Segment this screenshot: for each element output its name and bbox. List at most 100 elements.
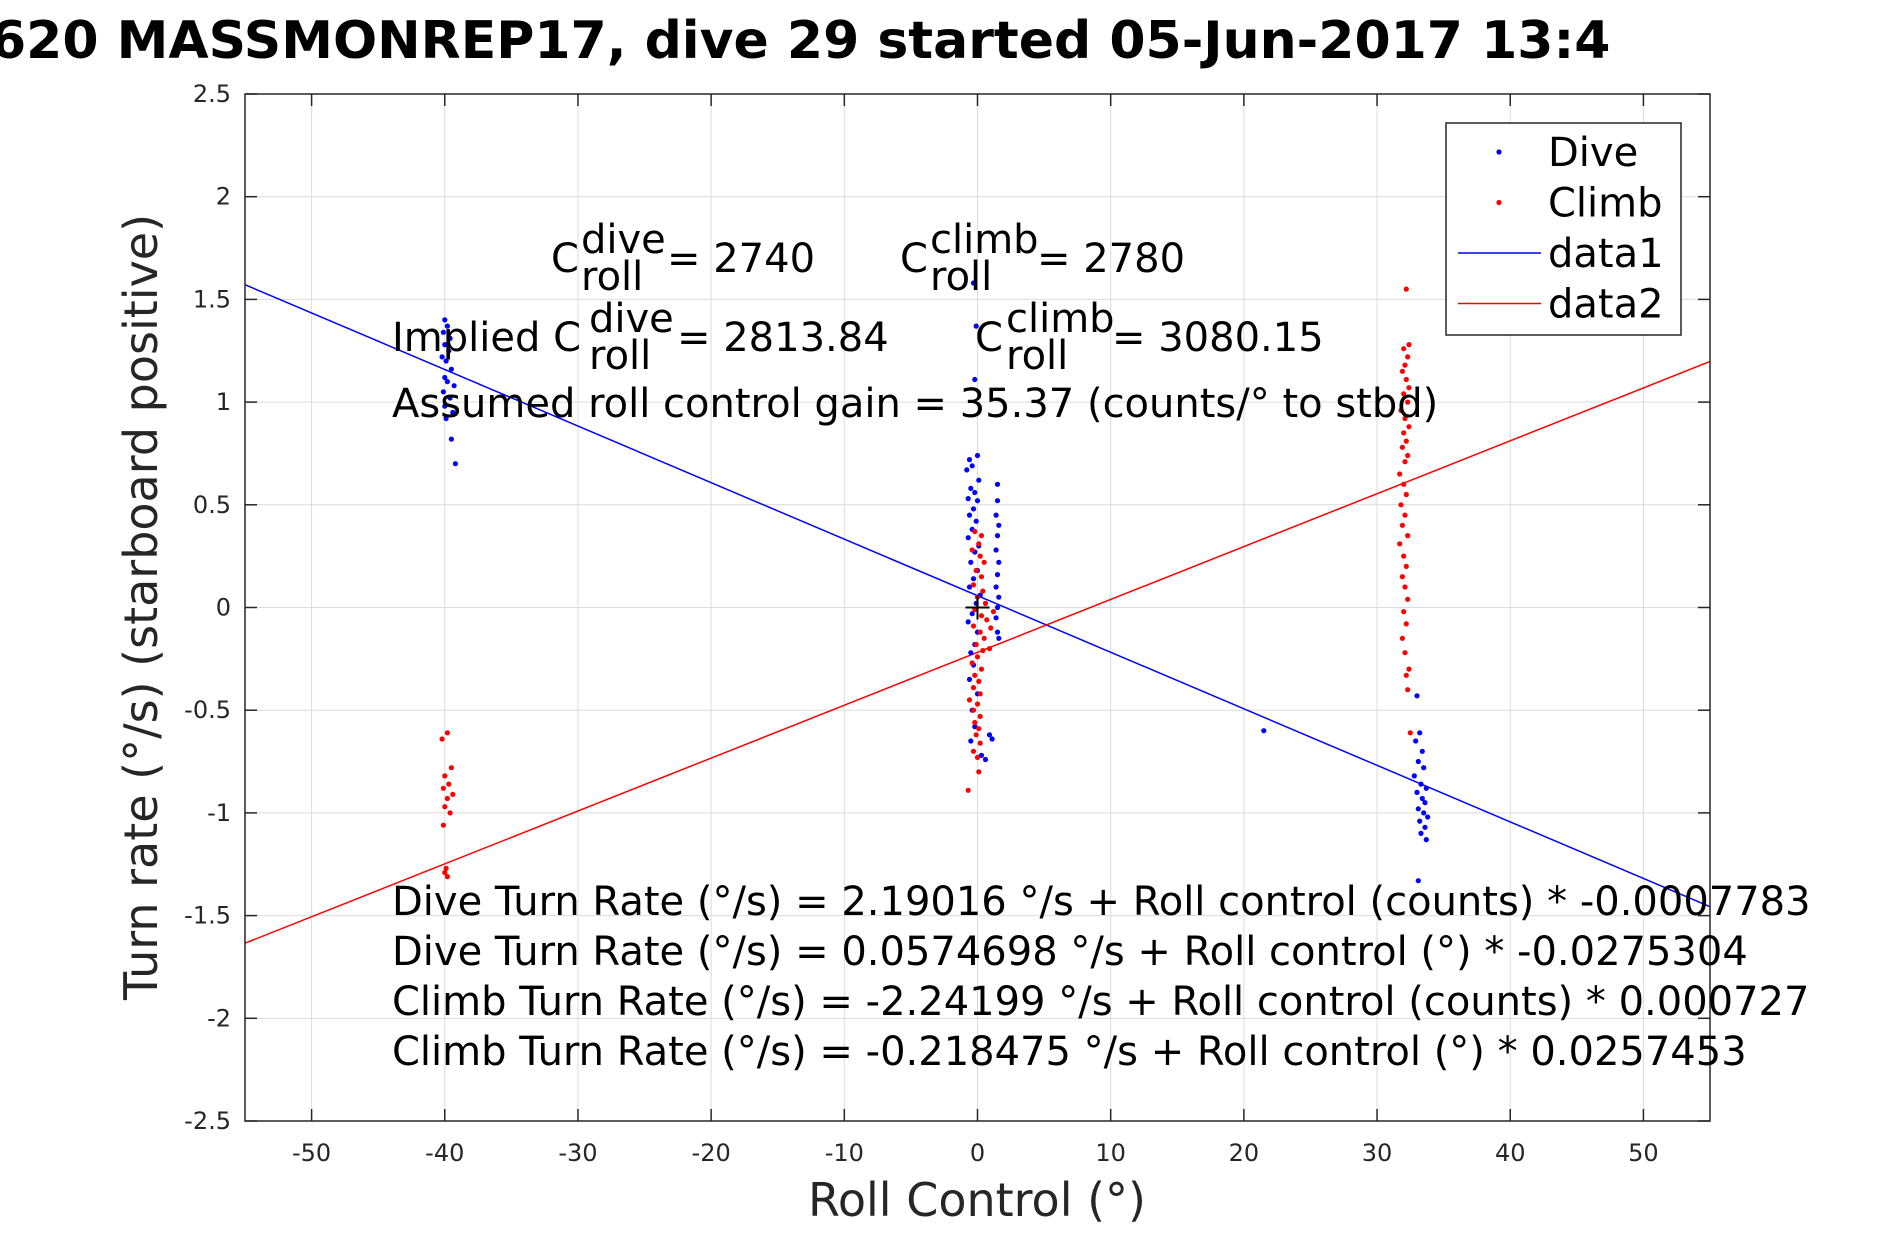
dive-point — [1414, 693, 1420, 699]
y-tick-label: 2.5 — [193, 80, 231, 108]
x-tick-label: -30 — [558, 1139, 597, 1167]
climb-point — [978, 666, 985, 672]
dive-point — [972, 376, 978, 383]
dive-point — [1421, 810, 1427, 816]
climb-point — [443, 865, 449, 872]
series-line-data2 — [245, 360, 1710, 944]
dive-point — [1411, 773, 1417, 779]
implied-climb-sub: roll — [1006, 333, 1068, 379]
climb-point — [1399, 635, 1405, 641]
climb-point — [974, 654, 981, 660]
c-climb-value: = 2780 — [1037, 236, 1185, 282]
dive-point — [996, 594, 1002, 600]
fit-line-1: Dive Turn Rate (°/s) = 2.19016 °/s + Rol… — [392, 879, 1811, 925]
dive-point — [442, 374, 448, 381]
implied-dive-sub: roll — [589, 333, 651, 379]
dive-point — [1423, 785, 1429, 791]
dive-point — [974, 498, 981, 504]
x-tick-labels: -50 -40 -30 -20 -10 0 10 20 30 40 50 — [292, 1139, 1659, 1167]
climb-point — [978, 613, 985, 619]
climb-point — [442, 804, 448, 810]
climb-point — [1405, 452, 1411, 459]
y-tick-label: 1 — [216, 388, 231, 416]
dive-point — [442, 317, 448, 323]
dive-point — [447, 395, 453, 401]
dive-point — [993, 512, 999, 518]
dive-point — [443, 415, 449, 422]
dive-point — [444, 379, 450, 385]
c-dive-base: C — [551, 236, 579, 282]
dive-point — [1415, 806, 1421, 812]
dive-point — [966, 512, 973, 518]
climb-point — [440, 785, 446, 791]
implied-climb-base: C — [975, 315, 1003, 361]
x-tick-label: 50 — [1628, 1139, 1659, 1167]
y-tick-label: 0.5 — [193, 491, 231, 519]
climb-point — [980, 648, 986, 654]
c-climb-sup: climb — [930, 217, 1039, 263]
dive-point — [970, 280, 977, 286]
dive-point — [994, 572, 1001, 578]
climb-point — [969, 547, 975, 553]
legend-marker-climb — [1496, 199, 1502, 206]
fit-line-2: Dive Turn Rate (°/s) = 0.0574698 °/s + R… — [392, 929, 1748, 975]
dive-point — [982, 756, 989, 763]
y-tick-label: 2 — [216, 183, 231, 211]
dive-point — [993, 584, 999, 590]
dive-point — [968, 559, 974, 565]
c-climb-sub: roll — [930, 254, 992, 300]
climb-point — [1406, 666, 1412, 672]
implied-dive-value: = 2813.84 — [677, 315, 889, 361]
y-tick-labels: -2.5 -2 -1.5 -1 -0.5 0 0.5 1 1.5 2 2.5 — [184, 80, 231, 1135]
dive-point — [966, 457, 973, 463]
climb-point — [973, 732, 979, 738]
dive-point — [965, 535, 971, 541]
climb-point — [980, 588, 986, 594]
c-dive-value: = 2740 — [667, 236, 815, 282]
dive-point — [1417, 818, 1423, 824]
c-climb-base: C — [900, 236, 928, 282]
dive-point — [451, 383, 457, 389]
dive-point — [978, 752, 985, 759]
climb-point — [973, 567, 979, 574]
climb-point — [1399, 574, 1405, 580]
y-tick-label: -0.5 — [184, 696, 231, 724]
dive-point — [973, 518, 979, 524]
center-marker — [965, 595, 990, 620]
y-tick-label: -2 — [207, 1004, 231, 1032]
climb-point — [440, 822, 446, 828]
x-tick-label: 40 — [1495, 1139, 1526, 1167]
dive-point — [970, 506, 977, 512]
climb-point — [978, 574, 985, 580]
legend-label-climb: Climb — [1548, 181, 1663, 227]
climb-point — [1405, 354, 1411, 360]
climb-point — [1402, 584, 1408, 590]
dive-point — [1419, 795, 1425, 802]
dive-point — [1414, 789, 1420, 796]
climb-point — [442, 869, 448, 876]
dive-point — [989, 736, 995, 742]
climb-point — [1403, 286, 1409, 292]
x-tick-label: 20 — [1229, 1139, 1260, 1167]
climb-point — [1398, 502, 1404, 508]
climb-point — [976, 726, 982, 732]
climb-point — [1399, 522, 1405, 528]
dive-point — [968, 738, 974, 744]
gain-annotation: Assumed roll control gain = 35.37 (count… — [392, 381, 1438, 427]
dive-point — [1422, 824, 1428, 830]
dive-point — [444, 323, 450, 329]
dive-point — [996, 635, 1002, 641]
c-dive-sup: dive — [581, 217, 666, 263]
climb-point — [977, 691, 983, 697]
climb-point — [1401, 391, 1407, 397]
dive-point — [439, 354, 445, 360]
dive-point — [1417, 730, 1423, 736]
dive-point — [1415, 758, 1421, 765]
dive-point — [1418, 781, 1424, 787]
climb-point — [439, 736, 445, 742]
y-tick-label: -1 — [207, 799, 231, 827]
climb-point — [970, 748, 977, 754]
